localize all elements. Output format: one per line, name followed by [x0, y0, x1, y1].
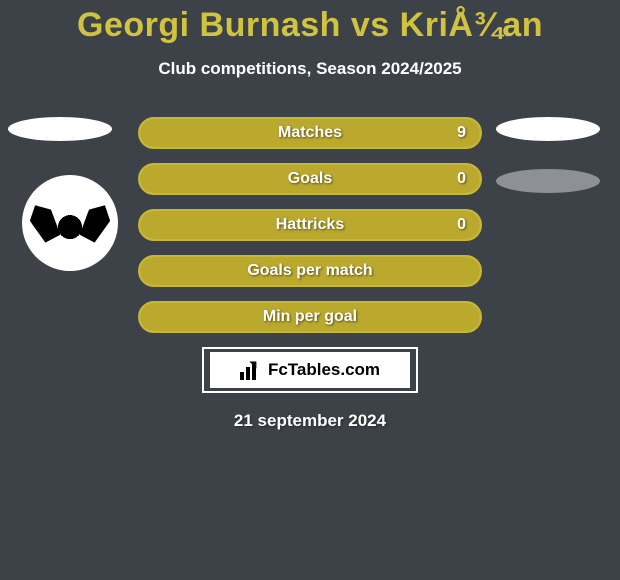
stat-bar-value: 0 — [457, 165, 466, 193]
brand-chart-icon — [238, 358, 262, 382]
subtitle: Club competitions, Season 2024/2025 — [0, 59, 620, 79]
club-crest — [22, 175, 118, 271]
page-title: Georgi Burnash vs KriÅ¾an — [0, 0, 620, 45]
stat-bar-label: Matches — [140, 119, 480, 147]
stat-bar-value: 0 — [457, 211, 466, 239]
stat-bar-label: Hattricks — [140, 211, 480, 239]
brand-label: FcTables.com — [266, 358, 382, 382]
stat-bar: Goals per match — [138, 255, 482, 287]
stat-bar-value: 9 — [457, 119, 466, 147]
stat-bar-label: Goals per match — [140, 257, 480, 285]
stat-bars: Matches9Goals0Hattricks0Goals per matchM… — [138, 117, 482, 333]
right-player-ellipse-2 — [496, 169, 600, 193]
stat-bar: Hattricks0 — [138, 209, 482, 241]
right-player-ellipse — [496, 117, 600, 141]
brand-box[interactable]: FcTables.com — [202, 347, 418, 393]
stat-bar: Matches9 — [138, 117, 482, 149]
comparison-area: Matches9Goals0Hattricks0Goals per matchM… — [0, 117, 620, 333]
left-player-ellipse — [8, 117, 112, 141]
stat-bar: Min per goal — [138, 301, 482, 333]
stat-bar-label: Goals — [140, 165, 480, 193]
date-label: 21 september 2024 — [0, 411, 620, 431]
club-crest-glyph — [36, 189, 104, 257]
stat-bar-label: Min per goal — [140, 303, 480, 331]
stat-bar: Goals0 — [138, 163, 482, 195]
